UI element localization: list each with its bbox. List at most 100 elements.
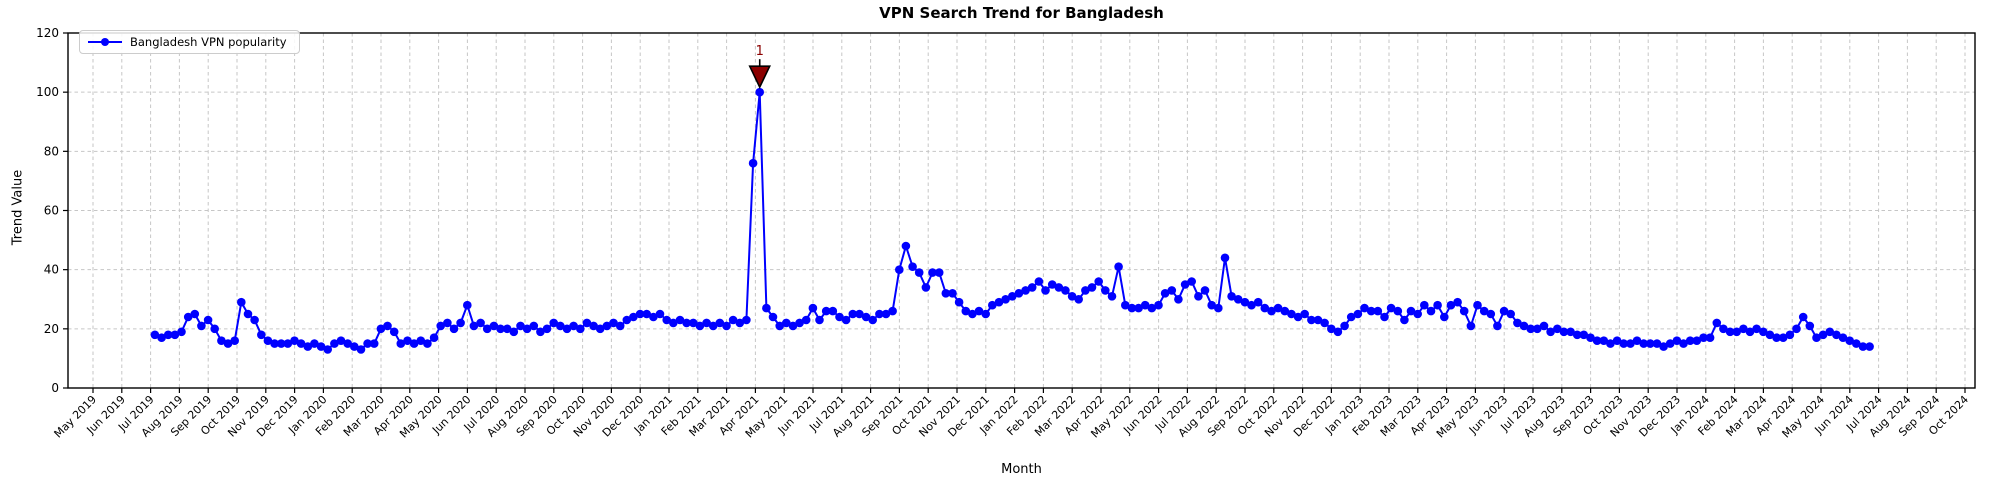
data-point [496,324,505,334]
y-tick-label: 40 [44,263,59,277]
data-point [1626,339,1635,348]
data-point [1553,324,1562,334]
data-point [888,306,897,316]
data-point [443,318,452,328]
data-point [1639,339,1648,348]
data-point [1047,280,1057,289]
data-point [1845,336,1854,346]
data-point [1865,342,1874,351]
data-point [542,324,552,334]
data-point [875,309,884,319]
data-point [369,339,379,348]
data-point [1400,315,1409,325]
data-point [1506,309,1515,319]
data-point [529,321,539,331]
data-point [928,268,937,277]
data-point [1592,336,1602,346]
data-point [742,315,751,325]
data-point [1785,330,1795,340]
data-point [1114,262,1123,272]
data-point [1081,286,1090,295]
data-point [463,300,472,310]
data-point [330,339,339,348]
data-point [602,321,612,331]
data-point [629,312,638,322]
y-tick-label: 20 [44,322,59,336]
data-point [1652,339,1662,348]
data-point [1008,292,1017,301]
y-tick-label: 60 [44,204,59,218]
data-point [1061,286,1070,295]
data-point [835,312,844,322]
data-point [768,312,778,322]
data-point [1546,327,1555,337]
data-point [423,339,432,348]
data-point [223,339,233,348]
data-point [1174,295,1183,304]
data-point [283,339,293,348]
y-tick-label: 0 [51,381,59,395]
data-point [1752,324,1761,334]
data-point [808,303,818,313]
data-point [1679,339,1688,348]
data-point [1247,300,1256,310]
data-point [1619,339,1628,348]
data-point [1420,300,1429,310]
data-point [961,306,971,316]
data-point [1499,306,1509,316]
data-point [941,289,951,298]
data-point [635,309,645,319]
data-point [469,321,479,331]
data-point [649,312,658,322]
data-point [642,309,651,319]
legend-label: Bangladesh VPN popularity [130,35,287,49]
data-point [363,339,372,348]
data-point [582,318,592,328]
data-point [1772,333,1781,343]
data-point [1466,321,1476,331]
data-point [489,321,499,331]
data-point [921,283,931,292]
data-point [1253,297,1263,307]
data-point [1014,289,1024,298]
data-point [1034,277,1044,286]
data-point [482,324,492,334]
data-point [1486,309,1496,319]
data-point [1513,318,1522,328]
data-point [1579,330,1589,340]
data-point [1533,324,1542,334]
data-point [356,345,366,354]
data-point [396,339,406,348]
data-point [243,309,253,319]
data-point [1719,324,1728,334]
data-point [190,309,200,319]
data-point [549,318,558,328]
data-point [1360,303,1369,313]
data-point [662,315,671,325]
data-point [589,321,598,331]
data-point [150,330,160,340]
data-point [1473,300,1482,310]
data-point [237,297,246,307]
data-point [1646,339,1655,348]
data-point [502,324,512,334]
data-point [954,297,964,307]
data-point [1227,292,1236,301]
data-point [1433,300,1442,310]
data-point [1366,306,1376,316]
data-point [1147,303,1157,313]
data-point [1214,303,1223,313]
data-point [210,324,219,334]
trend-line [154,92,1870,351]
data-point [715,318,725,328]
data-point [675,315,685,325]
data-point [1725,327,1735,337]
data-point [1798,312,1808,322]
data-point [669,318,678,328]
data-point [974,306,984,316]
data-point [1140,300,1150,310]
data-point [708,321,718,331]
data-point [1805,321,1815,331]
data-point [429,333,439,343]
